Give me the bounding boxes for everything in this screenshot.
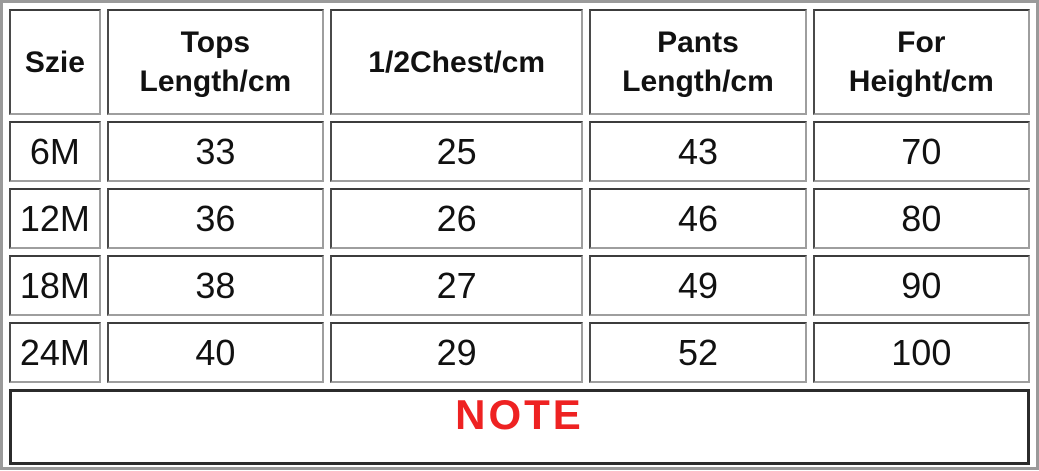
- cell-size: 6M: [9, 121, 101, 182]
- note-row: NOTE: [9, 389, 1030, 465]
- table-row-18m: 18M 38 27 49 90: [9, 255, 1030, 316]
- cell-size: 12M: [9, 188, 101, 249]
- header-row: Szie Tops Length/cm 1/2Chest/cm Pants Le…: [9, 9, 1030, 115]
- cell-for-height: 90: [812, 255, 1030, 316]
- cell-for-height: 70: [812, 121, 1030, 182]
- cell-pants-length: 46: [589, 188, 807, 249]
- header-cell-half-chest: 1/2Chest/cm: [330, 9, 584, 115]
- note-text: NOTE: [455, 391, 584, 438]
- table-row-6m: 6M 33 25 43 70: [9, 121, 1030, 182]
- cell-tops-length: 40: [106, 322, 325, 383]
- cell-tops-length: 38: [106, 255, 325, 316]
- header-cell-tops-length: Tops Length/cm: [106, 9, 325, 115]
- cell-half-chest: 27: [330, 255, 584, 316]
- cell-size: 18M: [9, 255, 101, 316]
- cell-pants-length: 52: [589, 322, 807, 383]
- cell-size: 24M: [9, 322, 101, 383]
- table-row-12m: 12M 36 26 46 80: [9, 188, 1030, 249]
- cell-half-chest: 26: [330, 188, 584, 249]
- cell-half-chest: 29: [330, 322, 584, 383]
- cell-pants-length: 43: [589, 121, 807, 182]
- header-cell-for-height: For Height/cm: [812, 9, 1030, 115]
- cell-for-height: 80: [812, 188, 1030, 249]
- note-cell: NOTE: [9, 389, 1030, 465]
- table-row-24m: 24M 40 29 52 100: [9, 322, 1030, 383]
- header-cell-pants-length: Pants Length/cm: [589, 9, 807, 115]
- cell-half-chest: 25: [330, 121, 584, 182]
- header-cell-size: Szie: [9, 9, 101, 115]
- size-chart-table: Szie Tops Length/cm 1/2Chest/cm Pants Le…: [3, 3, 1036, 471]
- cell-tops-length: 36: [106, 188, 325, 249]
- cell-pants-length: 49: [589, 255, 807, 316]
- cell-tops-length: 33: [106, 121, 325, 182]
- cell-for-height: 100: [812, 322, 1030, 383]
